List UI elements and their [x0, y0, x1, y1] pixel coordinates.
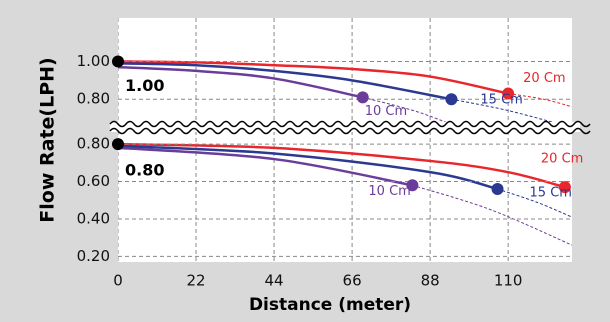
- x-tick-label: 110: [494, 272, 523, 290]
- y-tick-label: 0.40: [77, 209, 110, 227]
- end-marker: [502, 87, 515, 100]
- x-tick-label: 22: [186, 272, 205, 290]
- x-tick-label: 66: [343, 272, 362, 290]
- series-line: [118, 60, 509, 95]
- projection-line: [508, 93, 572, 108]
- panel: [118, 131, 572, 262]
- start-marker: [112, 55, 124, 68]
- y-tick-label: 0.20: [77, 247, 110, 265]
- series-label: 20 Cm: [541, 152, 583, 167]
- projection-line: [412, 184, 572, 246]
- x-tick-label: 44: [265, 272, 284, 290]
- series-line: [118, 142, 566, 189]
- y-tick-label: 0.80: [77, 90, 110, 108]
- y-axis-label: Flow Rate(LPH): [37, 57, 59, 222]
- x-axis-label: Distance (meter): [249, 295, 411, 315]
- series-line: [118, 62, 452, 101]
- series-line: [118, 144, 498, 191]
- series-label: 10 Cm: [368, 184, 410, 199]
- end-marker: [558, 181, 571, 194]
- annotation: 1.00: [125, 76, 164, 95]
- series-line: [118, 65, 363, 99]
- panel: [118, 18, 572, 122]
- series-label: 10 Cm: [365, 104, 407, 119]
- y-tick-label: 1.00: [77, 52, 110, 70]
- end-marker: [356, 91, 369, 104]
- series-line: [118, 146, 413, 187]
- y-tick-label: 0.80: [77, 135, 110, 153]
- annotation: 0.80: [125, 161, 164, 180]
- x-tick-label: 88: [421, 272, 440, 290]
- series-label: 20 Cm: [523, 71, 565, 86]
- axis-break: [109, 127, 591, 135]
- end-marker: [406, 179, 419, 192]
- axis-break: [109, 120, 591, 128]
- end-marker: [491, 183, 504, 196]
- series-label: 15 Cm: [480, 93, 522, 108]
- plot-area: [118, 18, 572, 262]
- y-tick-label: 0.60: [77, 172, 110, 190]
- start-marker: [112, 138, 124, 151]
- projection-line: [497, 188, 572, 218]
- series-label: 15 Cm: [530, 186, 572, 201]
- end-marker: [445, 93, 458, 106]
- x-tick-label: 0: [113, 272, 123, 290]
- projection-line: [451, 98, 554, 122]
